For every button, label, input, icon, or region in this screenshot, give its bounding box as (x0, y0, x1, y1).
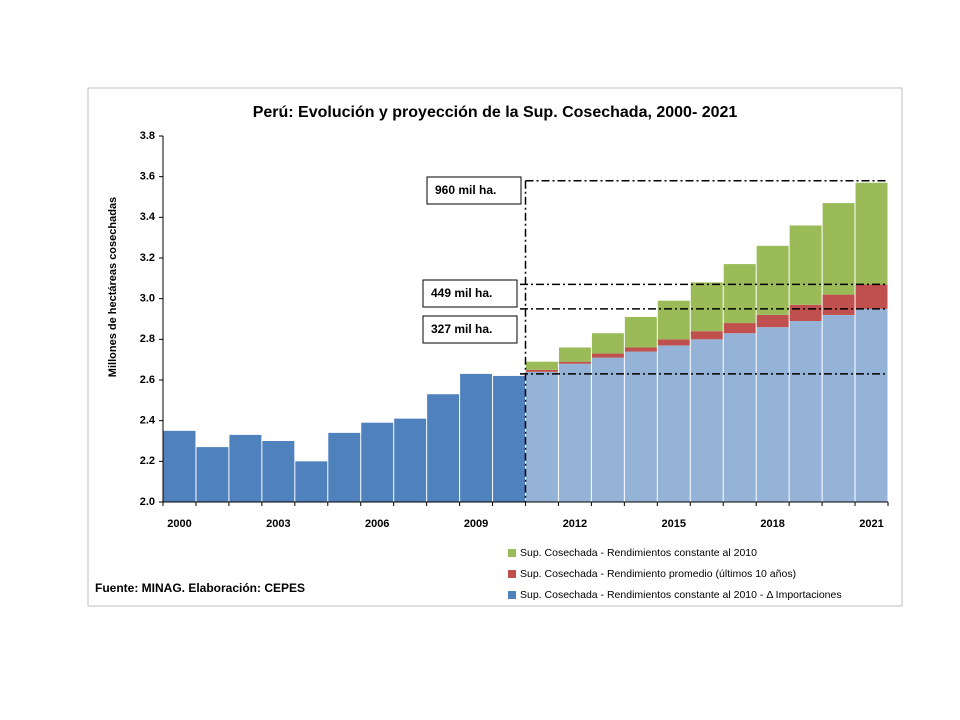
x-tick-label: 2006 (365, 518, 389, 530)
annotation: 327 mil ha. (431, 322, 492, 336)
bar-segment (526, 371, 558, 502)
annotation-box (422, 279, 518, 308)
x-tick-label: 2000 (167, 518, 191, 530)
bar-segment (196, 447, 229, 502)
annotation-box (422, 315, 518, 344)
x-tick-label: 2015 (662, 518, 686, 530)
x-tick-label: 2009 (464, 518, 488, 530)
bar-segment (756, 245, 789, 315)
bar-segment (690, 339, 723, 502)
annotation: 449 mil ha. (431, 286, 492, 300)
legend-swatch (508, 570, 516, 578)
bar-segment (526, 369, 558, 372)
y-axis-label: Millones de hectáreas cosechadas (107, 197, 119, 377)
legend-swatch (508, 591, 516, 599)
bar-segment (690, 331, 723, 340)
bar-segment (756, 314, 789, 328)
bar-segment (723, 323, 756, 334)
bar-segment (624, 347, 657, 352)
y-tick-label: 2.8 (140, 333, 155, 345)
bar-segment (558, 361, 591, 364)
bar-segment (295, 461, 328, 502)
bar-segment (460, 373, 493, 502)
bar-segment (262, 441, 295, 502)
bar-segment (591, 353, 624, 358)
bar-segment (328, 432, 361, 502)
bar-segment (855, 182, 888, 285)
bar-segment (789, 304, 822, 322)
x-tick-label: 2003 (266, 518, 290, 530)
bar-segment (427, 394, 460, 502)
bar-segment (855, 284, 888, 309)
bar-segment (690, 282, 723, 332)
y-tick-label: 3.2 (140, 252, 155, 264)
bar-segment (163, 430, 196, 502)
bar-segment (591, 333, 624, 354)
legend-label: Sup. Cosechada - Rendimientos constante … (520, 547, 757, 559)
bar-segment (855, 308, 888, 502)
bar-segment (493, 375, 525, 502)
chart-title: Perú: Evolución y proyección de la Sup. … (253, 104, 738, 121)
bar-segment (789, 321, 822, 502)
annotation-box (426, 176, 522, 205)
annotation: 960 mil ha. (435, 183, 496, 197)
y-tick-label: 2.4 (140, 415, 156, 427)
y-tick-label: 3.8 (140, 130, 155, 142)
bar-segment (657, 339, 690, 346)
bar-segment (591, 357, 624, 502)
source-note: Fuente: MINAG. Elaboración: CEPES (95, 581, 305, 595)
legend-label: Sup. Cosechada - Rendimientos constante … (520, 589, 842, 601)
bar-segment (361, 422, 394, 502)
bar-segment (789, 225, 822, 305)
bar-segment (756, 327, 789, 502)
bar-segment (723, 264, 756, 324)
y-tick-label: 3.6 (140, 171, 155, 183)
bar-segment (822, 203, 855, 295)
y-tick-label: 2.6 (140, 374, 155, 386)
bar-segment (723, 333, 756, 502)
x-tick-label: 2012 (563, 518, 587, 530)
y-tick-label: 3.4 (140, 211, 156, 223)
bar-segment (394, 418, 427, 502)
bar-segment (558, 363, 591, 502)
x-tick-label: 2018 (760, 518, 784, 530)
legend-swatch (508, 549, 516, 557)
bar-segment (229, 434, 262, 502)
bar-segment (822, 294, 855, 315)
y-tick-label: 2.2 (140, 455, 155, 467)
bar-segment (657, 300, 690, 340)
y-tick-label: 3.0 (140, 293, 155, 305)
bar-segment (558, 347, 591, 362)
x-tick-label: 2021 (859, 518, 883, 530)
bar-segment (624, 351, 657, 502)
bar-segment (657, 345, 690, 502)
legend-label: Sup. Cosechada - Rendimiento promedio (ú… (520, 568, 796, 580)
bar-segment (526, 361, 558, 370)
y-tick-label: 2.0 (140, 496, 155, 508)
bar-segment (624, 316, 657, 348)
bar-segment (822, 314, 855, 502)
